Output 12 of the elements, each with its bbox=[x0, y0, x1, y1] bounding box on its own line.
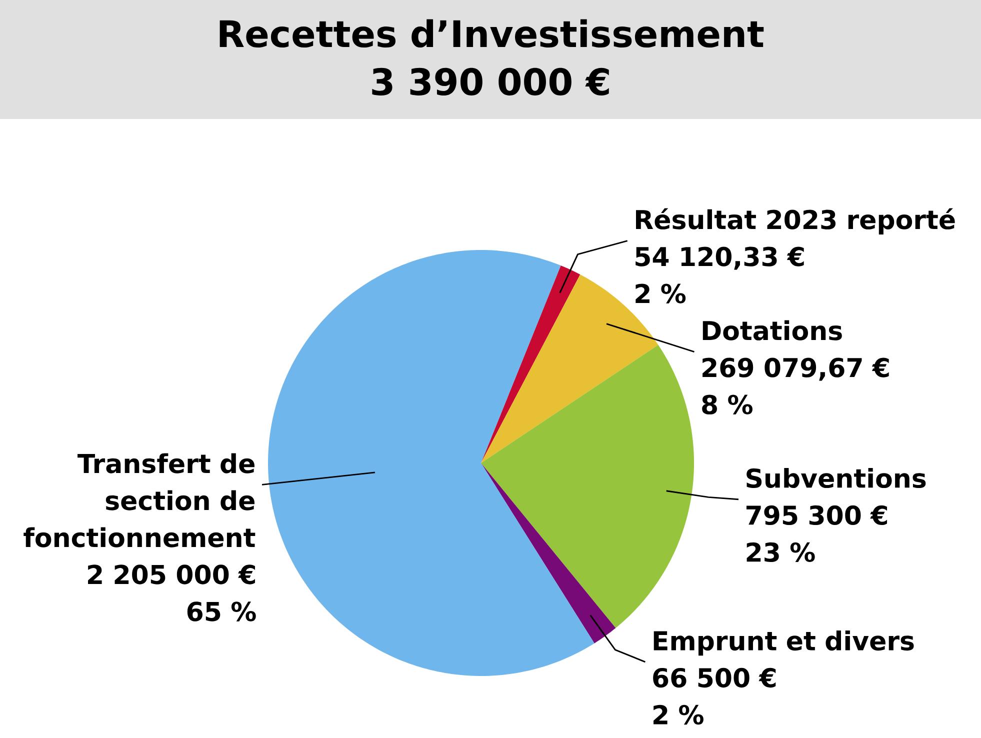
slice-label: Résultat 2023 reporté bbox=[636, 208, 955, 234]
slice-label: Dotations bbox=[702, 320, 842, 340]
chart-title: Recettes d’Investissement bbox=[220, 19, 764, 48]
chart-subtitle: 3 390 000 € bbox=[372, 68, 609, 96]
data-label: 795 300 € 23 % bbox=[746, 505, 887, 562]
data-label: 66 500 € 2 % bbox=[653, 668, 776, 725]
data-label: 2 205 000 € 65 % bbox=[88, 564, 256, 622]
slice-label: Subventions bbox=[746, 468, 926, 488]
slice-label: Emprunt et divers bbox=[654, 630, 914, 656]
data-label: 269 079,67 € 8 % bbox=[702, 358, 889, 414]
data-label: 54 120,33 € 2 % bbox=[636, 246, 804, 304]
slice-label: Transfert de section de fonctionnement bbox=[24, 453, 256, 548]
